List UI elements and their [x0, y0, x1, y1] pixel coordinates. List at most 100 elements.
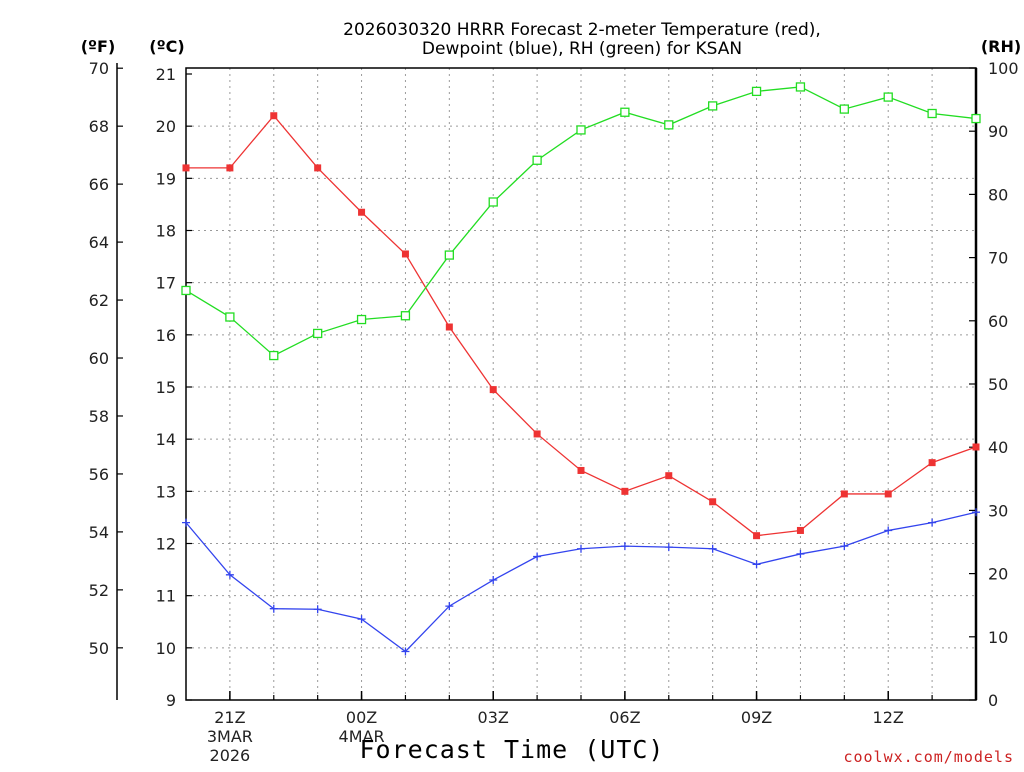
fahrenheit-tick-label: 54	[89, 523, 109, 542]
celsius-unit-label: (ºC)	[149, 37, 184, 56]
rh-point	[313, 328, 323, 339]
celsius-tick-label: 15	[156, 378, 176, 397]
dewpoint-point	[533, 552, 542, 561]
chart-title-line-1: 2026030320 HRRR Forecast 2-meter Tempera…	[343, 20, 821, 40]
rh-tick-label: 90	[988, 122, 1008, 141]
grid-lines	[186, 68, 976, 700]
fahrenheit-tick-label: 68	[89, 117, 109, 136]
x-axis-label: Forecast Time (UTC)	[360, 735, 665, 764]
rh-point	[488, 197, 498, 207]
dewpoint-point	[928, 518, 937, 527]
rh-point	[356, 314, 367, 325]
rh-tick-label: 10	[988, 628, 1008, 647]
dewpoint-point	[489, 576, 498, 585]
dewpoint-point	[577, 544, 585, 553]
fahrenheit-tick-label: 64	[89, 233, 109, 252]
temperature-point	[358, 208, 366, 216]
temperature-point	[445, 323, 453, 331]
celsius-tick-label: 12	[156, 535, 176, 554]
celsius-tick-label: 21	[156, 65, 176, 84]
fahrenheit-tick-label: 52	[89, 581, 109, 600]
celsius-tick-label: 17	[156, 274, 176, 293]
celsius-tick-label: 14	[156, 430, 176, 449]
temperature-point	[840, 490, 848, 498]
x-tick-label: 03Z	[478, 708, 509, 727]
dewpoint-point	[884, 526, 893, 535]
rh-point	[532, 155, 542, 165]
temperature-point	[182, 164, 190, 172]
temperature-point	[753, 532, 761, 540]
temperature-point	[314, 164, 322, 172]
rh-point	[400, 311, 411, 321]
dewpoint-point	[620, 542, 629, 551]
temperature-point	[796, 526, 804, 534]
temperature-point	[621, 487, 629, 495]
x-tick-label: 12Z	[873, 708, 904, 727]
celsius-tick-label: 16	[156, 326, 176, 345]
x-tick-label: 00Z	[346, 708, 377, 727]
rh-point	[444, 250, 454, 260]
celsius-tick-label: 18	[156, 222, 176, 241]
temperature-point	[972, 443, 980, 451]
credit-text: coolwx.com/models	[843, 748, 1014, 766]
dewpoint-point	[182, 518, 190, 527]
rh-point	[883, 92, 893, 102]
celsius-tick-label: 9	[166, 691, 176, 710]
dewpoint-point	[664, 543, 673, 552]
temperature-point	[884, 490, 892, 498]
dewpoint-point	[401, 647, 410, 656]
dewpoint-point	[445, 602, 454, 611]
x-tick-date-label: 3MAR	[207, 727, 253, 746]
rh-point	[181, 285, 191, 296]
axes: 50 52 54 56 58 60 62 64 66 68 70 9 10 11 12 13 14 15 16 17 1…	[89, 59, 1019, 765]
rh-point	[971, 113, 981, 124]
rh-tick-label: 40	[988, 438, 1008, 457]
temperature-point	[401, 250, 409, 258]
dewpoint-point	[796, 549, 805, 558]
plot-frame	[185, 67, 977, 701]
rh-tick-label: 20	[988, 565, 1008, 584]
temperature-point	[577, 466, 585, 474]
dewpoint-point	[752, 560, 761, 569]
rh-tick-label: 100	[988, 59, 1019, 78]
temperature-point	[533, 430, 541, 438]
temperature-point	[709, 498, 717, 506]
dewpoint-point	[357, 615, 366, 624]
celsius-tick-label: 19	[156, 169, 176, 188]
rh-tick-label: 80	[988, 185, 1008, 204]
rh-point	[927, 108, 937, 119]
rh-point	[664, 120, 674, 130]
dewpoint-point	[225, 570, 234, 579]
temperature-point	[226, 164, 234, 172]
fahrenheit-tick-label: 50	[89, 639, 109, 658]
rh-tick-label: 0	[988, 691, 998, 710]
rh-point	[751, 86, 762, 97]
temperature-point	[665, 472, 673, 480]
fahrenheit-tick-label: 66	[89, 175, 109, 194]
fahrenheit-tick-label: 62	[89, 291, 109, 310]
fahrenheit-tick-label: 56	[89, 465, 109, 484]
fahrenheit-unit-label: (ºF)	[81, 37, 116, 56]
rh-tick-label: 50	[988, 375, 1008, 394]
dewpoint-point	[708, 544, 717, 553]
chart-title-line-2: Dewpoint (blue), RH (green) for KSAN	[422, 39, 742, 59]
x-tick-label: 09Z	[741, 708, 772, 727]
dewpoint-line	[185, 511, 977, 653]
rh-point	[269, 350, 279, 361]
x-tick-label: 06Z	[609, 708, 640, 727]
data-series	[181, 82, 981, 656]
x-tick-date-label: 4MAR	[339, 727, 385, 746]
dewpoint-point	[972, 508, 980, 517]
rh-tick-label: 70	[988, 249, 1008, 268]
x-tick-year-label: 2026	[210, 746, 251, 765]
rh-point	[839, 104, 849, 114]
x-tick-label: 21Z	[214, 708, 245, 727]
celsius-tick-label: 20	[156, 117, 176, 136]
rh-point	[708, 101, 718, 111]
rh-point	[576, 125, 586, 135]
dewpoint-point	[269, 604, 278, 613]
rh-tick-label: 60	[988, 312, 1008, 331]
dewpoint-point	[313, 605, 322, 614]
temperature-point	[270, 112, 278, 120]
